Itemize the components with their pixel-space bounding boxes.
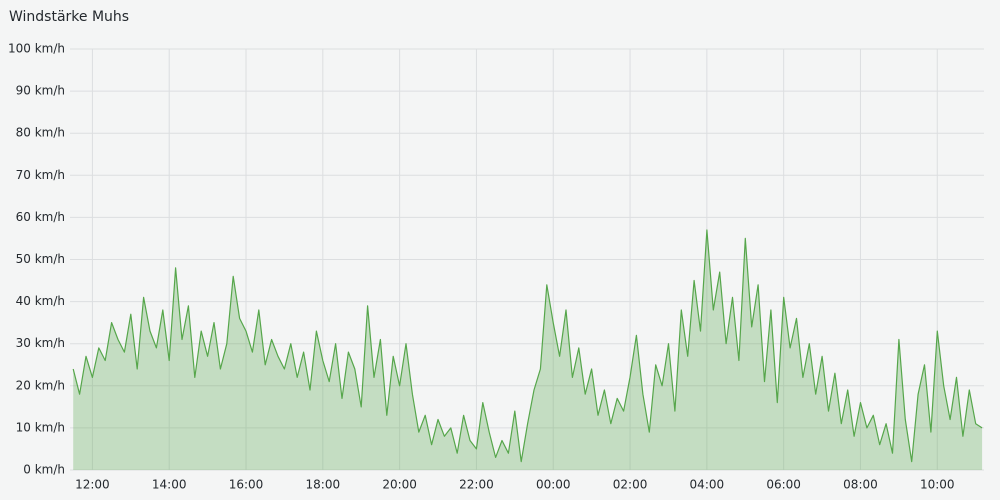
x-tick-label: 12:00 xyxy=(75,478,110,492)
y-tick-label: 10 km/h xyxy=(16,420,65,434)
x-tick-label: 20:00 xyxy=(382,478,417,492)
x-tick-label: 10:00 xyxy=(920,478,955,492)
y-tick-label: 60 km/h xyxy=(16,210,65,224)
y-tick-label: 50 km/h xyxy=(16,252,65,266)
y-tick-label: 30 km/h xyxy=(16,336,65,350)
x-tick-label: 00:00 xyxy=(536,478,571,492)
panel-title: Windstärke Muhs xyxy=(9,9,129,25)
y-tick-label: 20 km/h xyxy=(16,378,65,392)
x-tick-label: 16:00 xyxy=(229,478,264,492)
x-tick-label: 04:00 xyxy=(690,478,725,492)
x-tick-label: 22:00 xyxy=(459,478,494,492)
x-tick-label: 08:00 xyxy=(843,478,878,492)
x-tick-label: 14:00 xyxy=(152,478,187,492)
y-tick-label: 80 km/h xyxy=(16,126,65,140)
y-tick-label: 40 km/h xyxy=(16,294,65,308)
series-area xyxy=(73,230,983,470)
x-tick-label: 06:00 xyxy=(766,478,801,492)
y-tick-label: 90 km/h xyxy=(16,84,65,98)
y-tick-label: 70 km/h xyxy=(16,168,65,182)
x-tick-label: 02:00 xyxy=(613,478,648,492)
series-line xyxy=(72,229,983,463)
y-tick-label: 100 km/h xyxy=(8,42,65,56)
y-tick-label: 0 km/h xyxy=(23,463,65,477)
x-tick-label: 18:00 xyxy=(306,478,341,492)
